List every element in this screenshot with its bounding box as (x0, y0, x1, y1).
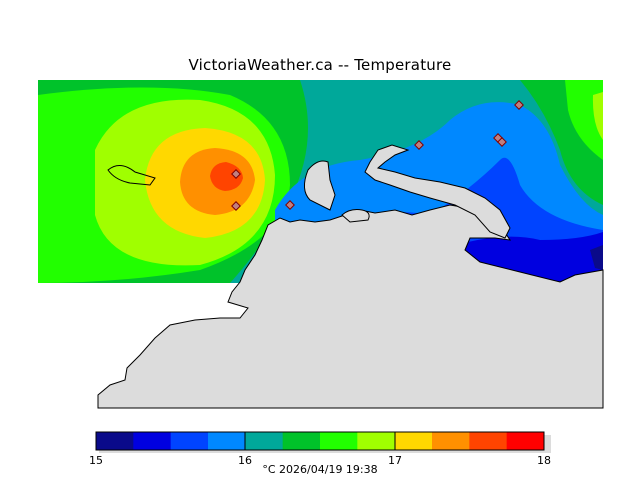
contour-ne-yellowgreen (592, 92, 603, 140)
legend-tick: 15 (89, 454, 103, 467)
map-title: VictoriaWeather.ca -- Temperature (188, 56, 452, 74)
legend-swatches (96, 432, 545, 450)
station-markers (231, 100, 524, 211)
station-marker (231, 169, 241, 179)
legend-swatch (282, 432, 321, 450)
legend-swatch (506, 432, 545, 450)
legend-swatch (469, 432, 508, 450)
land-west-inlet (107, 165, 156, 186)
legend-swatch (357, 432, 396, 450)
land-mass (97, 204, 604, 409)
legend-tick: 16 (238, 454, 252, 467)
legend-tick: 17 (388, 454, 402, 467)
station-marker (285, 200, 295, 210)
station-marker (514, 100, 524, 110)
contour-darkblue (590, 245, 603, 270)
legend-swatch (208, 432, 246, 450)
legend-swatch (394, 432, 433, 450)
contour-redorange (210, 162, 243, 191)
legend-swatch (170, 432, 209, 450)
legend-swatch (432, 432, 470, 450)
land-spit (364, 144, 511, 239)
land-islet (341, 209, 370, 223)
legend-tick: 18 (537, 454, 551, 467)
legend-swatch (320, 432, 358, 450)
legend-swatch (96, 432, 134, 450)
station-marker (414, 140, 424, 150)
station-marker (231, 201, 241, 211)
legend-swatch (133, 432, 172, 450)
station-marker (497, 137, 507, 147)
land-peninsula (304, 160, 336, 211)
legend-swatch (245, 432, 284, 450)
legend-footer: °C 2026/04/19 19:38 (262, 463, 378, 476)
legend-border (95, 431, 545, 451)
